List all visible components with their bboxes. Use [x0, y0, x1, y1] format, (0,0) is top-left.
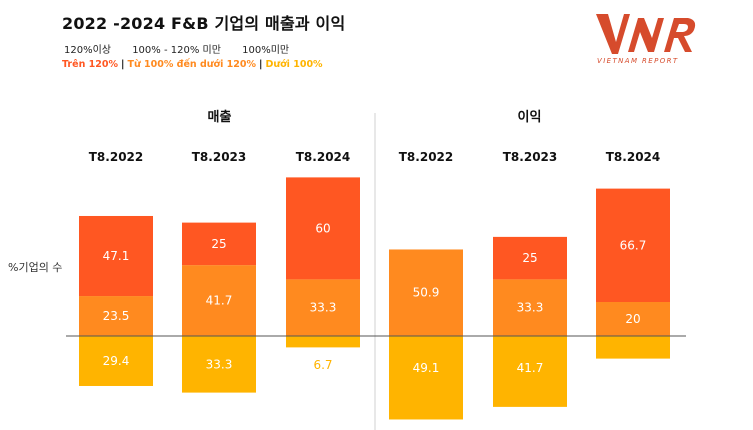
data-label: 60	[315, 221, 330, 235]
legend-vi-item-2: Từ 100% đến dưới 120%	[127, 59, 256, 70]
data-label: 33.3	[310, 301, 337, 315]
legend-vietnamese: Trên 120% | Từ 100% đến dưới 120% | Dưới 100…	[62, 59, 323, 70]
bar-segment	[389, 336, 463, 420]
vnr-logo-mark	[596, 14, 696, 54]
bar-segment	[493, 279, 567, 336]
chart-title: 2022 -2024 F&B 기업의 매출과 이익	[62, 14, 346, 33]
legend-vi-item-3: Dưới 100%	[265, 59, 323, 70]
data-label: 25	[522, 251, 537, 265]
group-label: 매출	[208, 109, 232, 125]
legend-korean: 120%이상 100% - 120% 미만 100%미만	[64, 41, 307, 56]
bar-segment	[182, 265, 256, 336]
legend-separator: |	[120, 59, 125, 70]
bar-segment	[182, 336, 256, 393]
bar-segment	[389, 249, 463, 336]
bar-segment	[493, 236, 567, 280]
group-label: 이익	[518, 109, 542, 125]
bar-segment	[596, 336, 670, 359]
legend-vi-item-1: Trên 120%	[62, 59, 118, 70]
bar-segment	[286, 336, 360, 348]
bar-segment	[493, 336, 567, 407]
legend-ko-item-3: 100%미만	[242, 45, 290, 56]
data-label: 41.7	[517, 361, 544, 375]
data-label: 66.7	[620, 238, 647, 252]
data-label: 25	[211, 237, 226, 251]
data-label: 13.3	[620, 366, 647, 380]
category-label: T8.2024	[606, 150, 661, 164]
bar-segment	[596, 302, 670, 336]
data-label: 23.5	[103, 309, 130, 323]
category-label: T8.2024	[296, 150, 351, 164]
category-label: T8.2022	[89, 150, 144, 164]
bar-segment	[79, 296, 153, 336]
legend-separator: |	[259, 59, 263, 70]
category-label: T8.2023	[503, 150, 558, 164]
data-label: 20	[625, 312, 640, 326]
data-label: 29.4	[103, 354, 130, 368]
bar-segment	[286, 279, 360, 336]
vnr-logo	[596, 14, 696, 54]
y-axis-label: %기업의 수	[8, 261, 63, 274]
vnr-logo-text: VIETNAM REPORT	[597, 57, 679, 65]
data-label: 49.1	[413, 361, 440, 375]
bar-segment	[596, 188, 670, 302]
bar-segment	[79, 215, 153, 297]
bar-segment	[182, 222, 256, 266]
legend-ko-item-1: 120%이상	[64, 45, 111, 56]
bar-segment	[286, 177, 360, 280]
legend-ko-item-2: 100% - 120% 미만	[132, 45, 221, 56]
data-label: 6.7	[313, 358, 332, 372]
data-label: 33.3	[517, 301, 544, 315]
data-label: 33.3	[206, 357, 233, 371]
category-label: T8.2022	[399, 150, 454, 164]
data-label: 47.1	[103, 249, 130, 263]
data-label: 41.7	[206, 294, 233, 308]
bar-segment	[79, 336, 153, 386]
category-label: T8.2023	[192, 150, 247, 164]
data-label: 50.9	[413, 286, 440, 300]
